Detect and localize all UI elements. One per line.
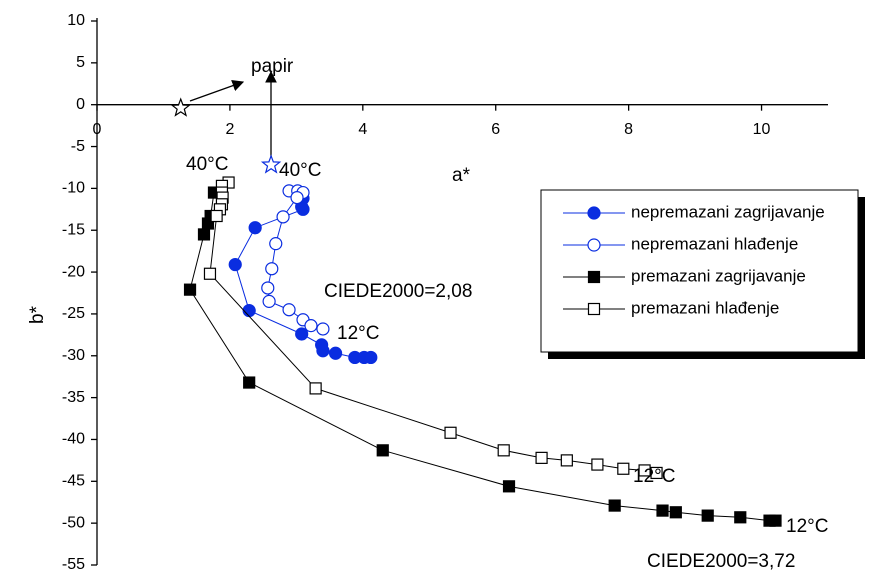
legend-label: nepremazani zagrijavanje — [631, 202, 825, 221]
point — [228, 257, 242, 272]
x-tick-label: 8 — [624, 121, 633, 138]
point — [669, 506, 682, 519]
annotation: papir — [251, 56, 294, 77]
point — [296, 202, 310, 216]
point — [262, 294, 276, 308]
point — [617, 462, 630, 475]
legend-label: nepremazani hlađenje — [631, 234, 798, 253]
y-tick-label: -35 — [62, 389, 85, 406]
point — [276, 210, 290, 224]
y-tick-label: -30 — [62, 347, 85, 364]
annotation: 12°C — [337, 323, 379, 344]
x-tick-label: 2 — [225, 121, 234, 138]
annotation: CIEDE2000=3,72 — [647, 551, 795, 572]
point — [261, 281, 275, 295]
annotation: 40°C — [279, 160, 321, 181]
y-tick-label: -55 — [62, 556, 85, 573]
point — [328, 346, 343, 360]
annotation: 12°C — [633, 466, 675, 487]
y-tick-label: -10 — [62, 180, 85, 197]
y-tick-label: -40 — [62, 431, 85, 448]
x-tick-label: 0 — [93, 121, 102, 138]
y-tick-label: -20 — [62, 263, 85, 280]
point — [248, 221, 262, 235]
point — [502, 480, 516, 493]
y-tick-label: -45 — [62, 473, 85, 490]
y-tick-label: -50 — [62, 514, 85, 531]
point — [769, 514, 782, 527]
x-tick-label: 6 — [491, 121, 500, 138]
x-tick-label: 4 — [358, 121, 367, 138]
point — [316, 322, 330, 336]
legend-marker — [587, 206, 601, 220]
point — [444, 426, 457, 439]
point — [656, 504, 669, 517]
point — [316, 344, 330, 358]
point — [242, 303, 256, 318]
axes: 10 5 0 -5 -10 -15 -20 -25 -30 -35 -40 -45 -50 -55 0 2 4 6… — [62, 12, 828, 573]
annotation: CIEDE2000=2,08 — [324, 281, 472, 302]
point — [734, 511, 747, 524]
point — [295, 327, 309, 341]
x-tick-label: 10 — [753, 121, 771, 138]
point — [183, 283, 197, 296]
y-tick-label: -25 — [62, 305, 85, 322]
y-tick-label: -5 — [71, 138, 85, 155]
point — [638, 464, 651, 477]
point — [608, 499, 621, 512]
point — [197, 228, 211, 241]
point — [203, 267, 217, 280]
point — [560, 454, 573, 467]
point — [290, 190, 304, 205]
legend-marker — [587, 238, 601, 252]
star-point — [260, 154, 282, 174]
point — [309, 382, 322, 395]
point — [591, 458, 604, 471]
point — [535, 451, 548, 464]
point — [650, 466, 663, 480]
point — [497, 444, 510, 457]
point — [282, 303, 296, 317]
y-tick-label: -15 — [62, 221, 85, 238]
star-point — [170, 97, 191, 117]
point — [243, 376, 256, 389]
annotation: 40°C — [186, 154, 228, 175]
annotation: 12°C — [786, 516, 828, 537]
point — [304, 319, 318, 333]
x-axis-label: a* — [452, 165, 471, 186]
legend-label: premazani zagrijavanje — [631, 266, 806, 285]
legend-marker — [587, 302, 601, 316]
y-axis-label: b* — [27, 305, 48, 324]
point — [701, 509, 714, 522]
point — [364, 350, 378, 365]
point — [265, 262, 279, 276]
y-tick-label: 10 — [67, 12, 85, 29]
arrow — [189, 80, 245, 102]
point — [269, 237, 283, 251]
point — [376, 444, 389, 457]
y-tick-label: 0 — [76, 96, 85, 113]
legend-label: premazani hlađenje — [631, 298, 779, 317]
legend-marker — [587, 270, 601, 284]
y-tick-label: 5 — [76, 54, 85, 71]
point — [210, 209, 223, 223]
